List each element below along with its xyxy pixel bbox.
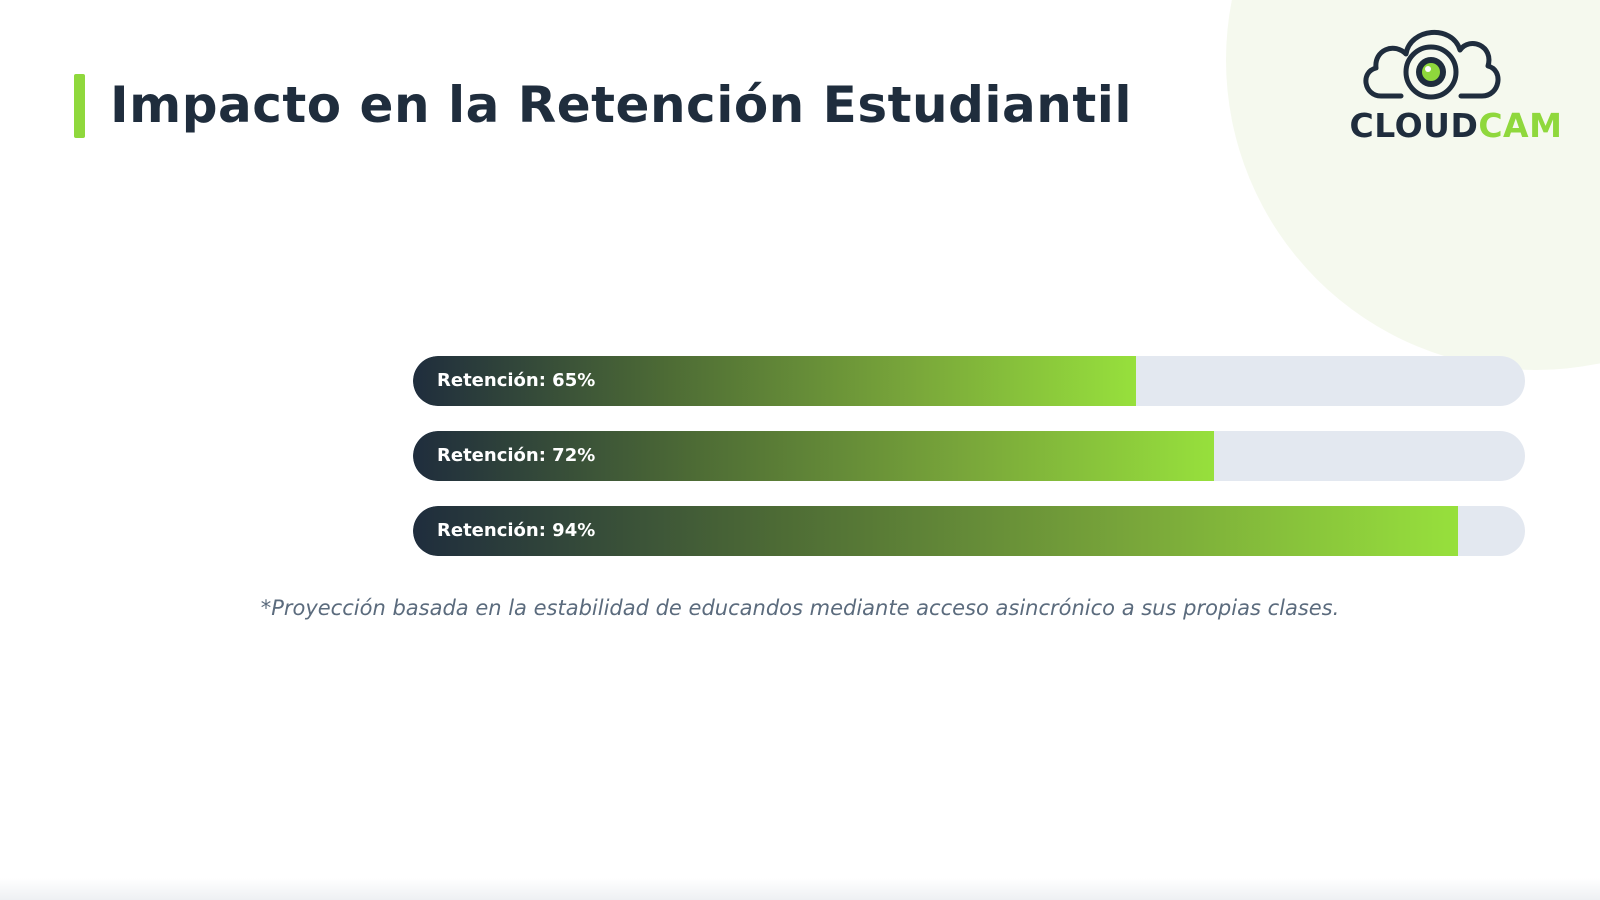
logo-wordmark: CLOUDCAM [1336, 106, 1576, 146]
bar-value-label: Retención: 94% [437, 520, 596, 541]
logo-text-cloud: CLOUD [1349, 106, 1479, 145]
bar-track: Retención: 65% [413, 356, 1525, 406]
bottom-shade [0, 878, 1600, 900]
bar [413, 431, 1214, 481]
logo-text-cam: CAM [1478, 106, 1563, 145]
footnote: *Proyección basada en la estabilidad de … [260, 596, 1340, 620]
bar-track: Retención: 72% [413, 431, 1525, 481]
bar-value-label: Retención: 65% [437, 370, 596, 391]
cloud-camera-icon [1363, 30, 1501, 100]
page-title: Impacto en la Retención Estudiantil [110, 76, 1133, 134]
bar-value-label: Retención: 72% [437, 445, 596, 466]
title-accent-bar [74, 74, 85, 138]
cloudcam-logo: CLOUDCAM [1336, 20, 1576, 150]
bar-track: Retención: 94% [413, 506, 1525, 556]
bar [413, 506, 1458, 556]
bar [413, 356, 1136, 406]
